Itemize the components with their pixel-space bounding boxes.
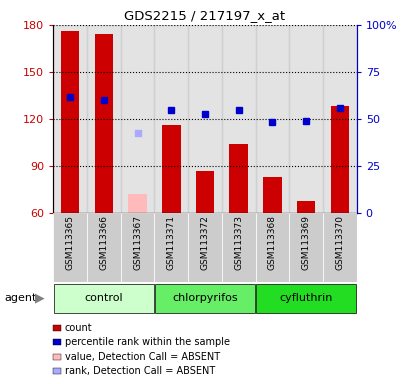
Bar <box>188 213 221 282</box>
Bar <box>53 213 87 282</box>
Text: control: control <box>84 293 123 303</box>
Bar <box>120 25 154 213</box>
Bar <box>53 25 87 213</box>
Bar <box>154 213 188 282</box>
Text: percentile rank within the sample: percentile rank within the sample <box>65 337 229 347</box>
Text: count: count <box>65 323 92 333</box>
Bar <box>61 31 79 213</box>
Bar <box>255 213 289 282</box>
Bar <box>87 25 120 213</box>
Bar <box>255 25 289 213</box>
Bar <box>289 213 322 282</box>
Text: GSM113370: GSM113370 <box>335 215 344 270</box>
Text: GSM113372: GSM113372 <box>200 215 209 270</box>
Text: GSM113373: GSM113373 <box>234 215 243 270</box>
Text: GSM113366: GSM113366 <box>99 215 108 270</box>
Bar <box>296 200 315 213</box>
Text: value, Detection Call = ABSENT: value, Detection Call = ABSENT <box>65 352 219 362</box>
Text: GSM113371: GSM113371 <box>166 215 175 270</box>
Bar <box>330 106 348 213</box>
Bar <box>54 284 153 313</box>
Bar <box>195 171 214 213</box>
Text: rank, Detection Call = ABSENT: rank, Detection Call = ABSENT <box>65 366 214 376</box>
Text: cyfluthrin: cyfluthrin <box>279 293 332 303</box>
Text: agent: agent <box>4 293 36 303</box>
Text: GSM113367: GSM113367 <box>133 215 142 270</box>
Text: ▶: ▶ <box>35 291 44 305</box>
Text: GSM113368: GSM113368 <box>267 215 276 270</box>
Text: GSM113369: GSM113369 <box>301 215 310 270</box>
Bar <box>155 284 254 313</box>
Bar <box>322 25 356 213</box>
Bar <box>256 284 355 313</box>
Bar <box>229 144 247 213</box>
Bar <box>120 213 154 282</box>
Text: chlorpyrifos: chlorpyrifos <box>172 293 237 303</box>
Bar <box>87 213 120 282</box>
Bar <box>221 25 255 213</box>
Bar <box>289 25 322 213</box>
Text: GSM113365: GSM113365 <box>65 215 74 270</box>
Bar <box>322 213 356 282</box>
Bar <box>128 194 146 213</box>
Title: GDS2215 / 217197_x_at: GDS2215 / 217197_x_at <box>124 9 285 22</box>
Bar <box>263 177 281 213</box>
Bar <box>154 25 188 213</box>
Bar <box>162 125 180 213</box>
Bar <box>221 213 255 282</box>
Bar <box>188 25 221 213</box>
Bar <box>94 34 113 213</box>
